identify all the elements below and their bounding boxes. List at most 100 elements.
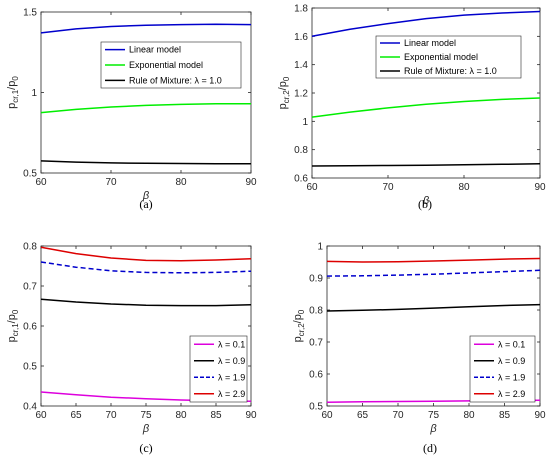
y-axis-label: pcr,1/p0 [6, 76, 20, 109]
x-axis-label: β [142, 190, 150, 202]
series-line-3 [40, 160, 251, 165]
y-tick-label: 0.6 [23, 322, 37, 333]
y-tick-label: 1.5 [23, 8, 37, 19]
x-tick-label: 70 [105, 177, 117, 188]
x-axis-label: β [429, 423, 437, 435]
legend: λ = 0.1 λ = 0.9 λ = 1.9 λ = 2.9 [469, 335, 536, 403]
x-tick-label: 90 [245, 410, 257, 421]
x-axis-label: β [142, 423, 150, 435]
x-tick-label: 90 [534, 182, 546, 193]
x-tick-label: 90 [245, 177, 257, 188]
plot-frame [311, 7, 541, 179]
series-line-4 [326, 257, 541, 263]
y-axis-label-part: cr,1 [11, 323, 20, 336]
y-axis-label-part: 0 [11, 309, 20, 314]
y-tick-label: 0.8 [294, 145, 308, 156]
series-line-1 [40, 23, 252, 34]
y-tick-label: 1.8 [294, 4, 308, 15]
panel-caption: (a) [139, 197, 152, 211]
y-axis-label-part: /p [292, 314, 304, 323]
legend: Linear model Exponential model Rule of Mix… [375, 35, 522, 79]
y-tick-label: 1 [302, 117, 308, 128]
y-axis-label-part: /p [6, 314, 18, 323]
panel-caption: (d) [423, 441, 437, 455]
y-axis-label-part: 0 [11, 76, 20, 81]
y-axis-label-part: cr,1 [11, 89, 20, 102]
legend-entry: λ = 0.1 [498, 339, 525, 349]
series-line-2 [311, 97, 541, 118]
series-line-2 [40, 103, 251, 114]
legend-box [469, 335, 536, 403]
series-line-2 [40, 298, 252, 307]
x-tick-label: 70 [392, 410, 404, 421]
x-tick-label: 80 [463, 410, 475, 421]
y-tick-label: 0.4 [23, 402, 37, 413]
y-tick-label: 1.4 [294, 60, 308, 71]
series-line-4 [40, 246, 252, 262]
legend-entry: λ = 2.9 [218, 389, 245, 399]
y-tick-label: 0.5 [309, 402, 323, 413]
plot-frame [40, 11, 252, 174]
y-tick-label: 0.8 [309, 306, 323, 317]
x-tick-label: 60 [35, 177, 47, 188]
series-line-3 [326, 269, 541, 277]
y-axis-label-part: p [292, 336, 304, 342]
y-axis-label: pcr,2/p0 [277, 76, 291, 109]
x-tick-label: 65 [357, 410, 369, 421]
y-tick-label: 1.6 [294, 32, 308, 43]
y-tick-label: 1 [31, 88, 37, 99]
legend-entry: Linear model [129, 45, 181, 55]
legend-entry: λ = 0.9 [218, 356, 245, 366]
x-tick-label: 85 [499, 410, 511, 421]
y-axis-label-part: p [277, 103, 289, 109]
y-tick-label: 0.5 [23, 362, 37, 373]
legend-entry: λ = 2.9 [498, 389, 525, 399]
y-tick-label: 0.7 [309, 338, 323, 349]
legend-entry: λ = 1.9 [498, 372, 525, 382]
y-tick-label: 0.5 [23, 169, 37, 180]
legend: Linear model Exponential model Rule of Mix… [100, 41, 242, 89]
x-tick-label: 80 [175, 177, 187, 188]
x-tick-label: 60 [35, 410, 47, 421]
y-axis-label: pcr,2/p0 [292, 309, 306, 342]
y-axis-label-part: /p [277, 81, 289, 90]
x-tick-label: 70 [105, 410, 117, 421]
x-tick-label: 75 [140, 410, 152, 421]
series-line-3 [40, 261, 252, 274]
x-tick-label: 80 [175, 410, 187, 421]
chart-panel-a: 60 70 80 90 0.5 1 1.5 β pcr,1/p0 Linear model Expo… [6, 8, 257, 212]
x-tick-label: 60 [321, 410, 333, 421]
chart-panel-b: 60 70 80 90 0.6 0.8 1 1.2 1.4 1.6 1.8 β pcr,2/p0 Line… [277, 4, 546, 212]
legend-entry: λ = 1.9 [218, 372, 245, 382]
legend-box [189, 335, 248, 403]
y-tick-label: 0.7 [23, 282, 37, 293]
y-axis-label-part: /p [6, 81, 18, 90]
legend-entry: Rule of Mixture: λ = 1.0 [404, 66, 497, 76]
y-axis-label-part: 0 [282, 76, 291, 81]
chart-panel-d: 60 65 70 75 80 85 90 0.5 0.6 0.7 0.8 0.9 1 β pcr,2/p0 λ… [292, 242, 546, 456]
y-axis-label-part: cr,2 [282, 90, 291, 103]
y-tick-label: 0.6 [294, 174, 308, 185]
legend-entry: λ = 0.1 [218, 339, 245, 349]
legend-entry: Exponential model [129, 60, 203, 70]
series-line-1 [311, 10, 541, 38]
y-tick-label: 0.8 [23, 242, 37, 253]
legend-entry: Linear model [404, 38, 456, 48]
y-tick-label: 1 [317, 242, 323, 253]
x-tick-label: 70 [382, 182, 394, 193]
y-axis-label-part: p [6, 336, 18, 342]
y-tick-label: 1.2 [294, 89, 308, 100]
series-line-2 [326, 303, 541, 312]
panel-caption: (b) [418, 197, 432, 211]
x-tick-label: 90 [534, 410, 546, 421]
y-axis-label-part: p [6, 103, 18, 109]
x-tick-label: 80 [458, 182, 470, 193]
series-line-3 [311, 163, 541, 167]
x-tick-label: 60 [306, 182, 318, 193]
chart-panel-c: 60 65 70 75 80 85 90 0.4 0.5 0.6 0.7 0.8 β pcr,1/p0 λ … [6, 242, 257, 456]
y-tick-label: 0.9 [309, 274, 323, 285]
x-tick-label: 75 [428, 410, 440, 421]
x-tick-label: 65 [70, 410, 82, 421]
y-axis-label-part: 0 [297, 309, 306, 314]
